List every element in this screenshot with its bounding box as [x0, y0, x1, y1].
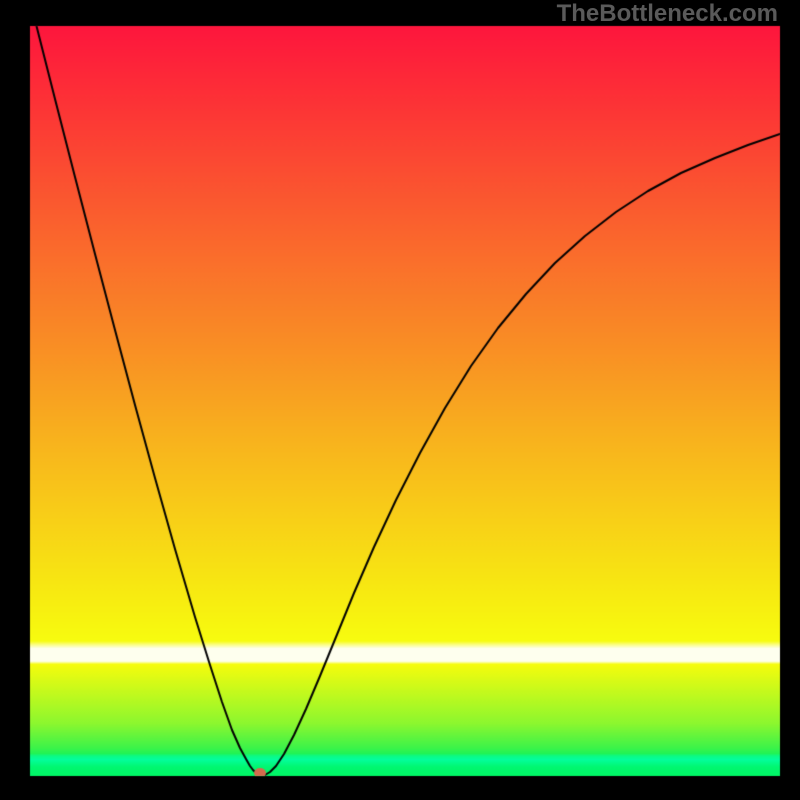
curve-layer [0, 0, 800, 800]
chart-container: TheBottleneck.com [0, 0, 800, 800]
watermark-text: TheBottleneck.com [557, 0, 778, 28]
